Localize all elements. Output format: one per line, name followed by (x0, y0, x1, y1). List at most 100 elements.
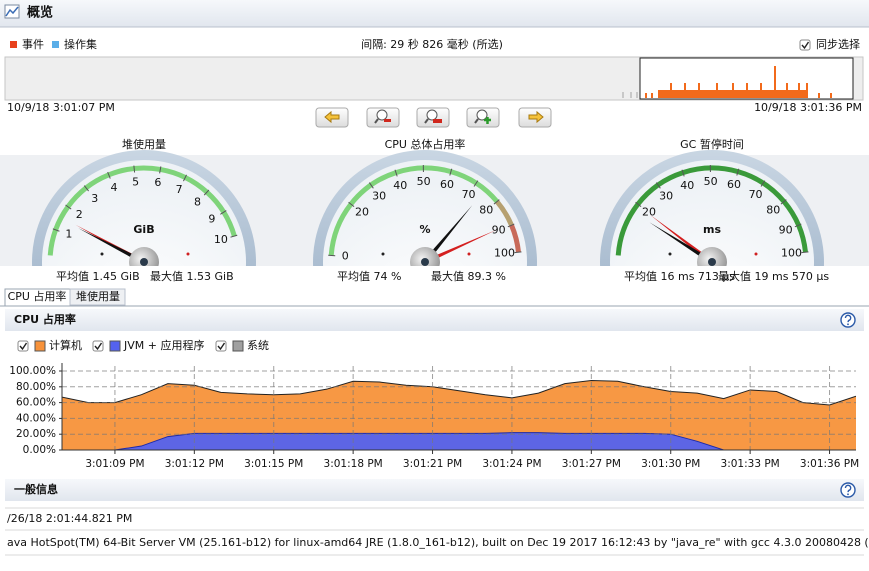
gauge-tick (83, 185, 89, 192)
gauge-tick-label: 70 (462, 188, 476, 201)
area-fill (62, 432, 856, 450)
gauge-tick (220, 210, 227, 215)
gauge-maximum: 最大值 1.53 GiB (150, 269, 234, 283)
gauge-average: 平均值 16 ms 713 µs (624, 270, 735, 283)
legend-check (217, 342, 226, 351)
gauge-hub (129, 247, 159, 266)
gauge-tick (507, 223, 515, 228)
scroll-left-button[interactable] (315, 107, 349, 128)
legend-label: 事件 (22, 38, 44, 51)
gauge-tick-label: 30 (372, 189, 386, 202)
info-row: ava HotSpot(TM) 64-Bit Server VM (25.161… (7, 536, 869, 549)
legend-check (94, 342, 103, 351)
gauge-tick-label: 1 (65, 228, 72, 241)
gauge-tick-label: 90 (492, 224, 506, 237)
panel-title: 一般信息 (14, 482, 58, 496)
x-tick-label: 3:01:33 PM (721, 458, 780, 470)
gauge-tick (655, 182, 661, 189)
x-tick-label: 3:01:09 PM (85, 458, 144, 470)
info-row: /26/18 2:01:44.821 PM (7, 512, 132, 525)
legend-swatch (52, 41, 59, 48)
legend-swatch (10, 41, 17, 48)
gauge-tick-label: 80 (479, 204, 493, 217)
gauge-tick-label: 50 (704, 175, 718, 188)
gauge-tick (493, 199, 500, 205)
timeline-start: 10/9/18 3:01:07 PM (7, 101, 115, 114)
gauge-needle (649, 222, 714, 264)
gauge-unit: ms (703, 223, 721, 236)
gauge-tick (681, 169, 685, 177)
panel-title-bar (5, 309, 864, 331)
gauge-face (42, 160, 246, 266)
gauge-tick-label: 40 (393, 179, 407, 192)
gauge-tick (449, 168, 453, 176)
gauge-hub (410, 247, 440, 266)
x-tick-label: 3:01:36 PM (800, 458, 859, 470)
gauge-tick-label: 40 (680, 179, 694, 192)
gauge-tick-label: 90 (779, 224, 793, 237)
gauge-average: 平均值 74 % (337, 270, 401, 283)
gauge-tick-label: 70 (749, 188, 763, 201)
gauge-tick (780, 199, 787, 205)
y-tick-label: 100.00% (9, 365, 56, 377)
y-tick-label: 80.00% (16, 381, 56, 393)
scroll-right-button[interactable] (518, 107, 552, 128)
gauge-tick-label: 100 (781, 247, 802, 260)
x-tick-label: 3:01:30 PM (641, 458, 700, 470)
header-icon (4, 4, 20, 19)
gauge-maximum: 最大值 19 ms 570 µs (718, 269, 829, 283)
zoom-out-button[interactable] (366, 107, 400, 128)
gauge-title: 堆使用量 (122, 138, 166, 151)
help-icon[interactable] (840, 482, 856, 498)
zoom-reset-button[interactable] (416, 107, 450, 128)
gauge-tick-label: 0 (342, 249, 349, 262)
gauge-tick (183, 174, 187, 182)
gauge-dot (668, 252, 672, 256)
legend-label: JVM + 应用程序 (123, 338, 204, 352)
gauge-tick-label: 50 (417, 175, 431, 188)
gauge-tick-label: 2 (76, 208, 83, 221)
gauge-dot (754, 252, 758, 256)
gauge-tick (514, 251, 522, 254)
y-tick-label: 0.00% (23, 444, 56, 456)
gauge-tick-label: 30 (659, 189, 673, 202)
gauge-tick-label: 10 (214, 233, 228, 246)
interval-label: 间隔: 29 秒 826 毫秒 (所选) (361, 37, 503, 51)
gauge-tick (473, 180, 479, 187)
gauge-unit: GiB (133, 223, 154, 236)
gauge-tick (760, 180, 766, 187)
header-title: 概览 (27, 5, 53, 21)
tab-label[interactable]: CPU 占用率 (8, 289, 67, 303)
gauge-tick-label: 7 (176, 183, 183, 196)
gauge-tick (52, 228, 60, 232)
gauge-tick-label: 60 (440, 178, 454, 191)
y-tick-label: 60.00% (16, 397, 56, 409)
gauge-tick-label: 4 (111, 181, 118, 194)
sync-label[interactable]: 同步选择 (816, 37, 860, 51)
help-icon[interactable] (840, 312, 856, 328)
zoom-in-button[interactable] (466, 107, 500, 128)
gauge-tick (801, 251, 809, 254)
gauge-tick-label: 6 (154, 176, 161, 189)
legend-swatch (34, 340, 46, 352)
legend-label: 系统 (247, 339, 269, 352)
x-tick-label: 3:01:21 PM (403, 458, 462, 470)
gauge-hub-center (140, 258, 148, 266)
legend-swatch (109, 340, 121, 352)
gauge-average: 平均值 1.45 GiB (56, 270, 140, 283)
x-tick-label: 3:01:24 PM (482, 458, 541, 470)
gauge-dot (381, 252, 385, 256)
tab[interactable] (69, 288, 126, 306)
tab-label[interactable]: 堆使用量 (76, 290, 120, 303)
gauge-title: GC 暂停时间 (680, 137, 744, 151)
sync-checkbox[interactable] (799, 39, 811, 51)
x-tick-label: 3:01:15 PM (244, 458, 303, 470)
gauge-tick (159, 166, 162, 174)
gauge-tick (348, 201, 355, 207)
gauge-needle (424, 230, 497, 264)
gauge-tick (133, 165, 136, 173)
gauge-dot (467, 252, 471, 256)
legend-check (19, 342, 28, 351)
